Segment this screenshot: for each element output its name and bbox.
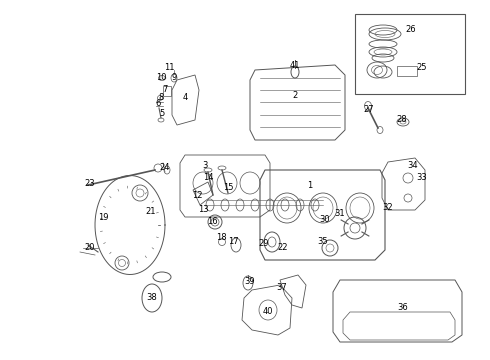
Text: 14: 14 [203,174,213,183]
Text: 34: 34 [408,161,418,170]
Text: 17: 17 [228,238,238,247]
Text: 27: 27 [364,105,374,114]
Text: 5: 5 [159,108,165,117]
Text: 24: 24 [160,163,170,172]
Text: 23: 23 [85,179,96,188]
Text: 16: 16 [207,217,217,226]
Text: 13: 13 [197,206,208,215]
Text: 2: 2 [293,90,297,99]
Text: 30: 30 [319,216,330,225]
Text: 20: 20 [85,243,95,252]
Bar [397,66,417,76]
Text: 38: 38 [147,293,157,302]
Text: 36: 36 [397,302,408,311]
Text: 19: 19 [98,213,108,222]
Text: 10: 10 [156,72,166,81]
Text: 21: 21 [146,207,156,216]
Text: 25: 25 [417,63,427,72]
Text: 4: 4 [182,93,188,102]
Text: 6: 6 [155,99,161,108]
Text: 1: 1 [307,180,313,189]
Text: 32: 32 [383,202,393,211]
Text: 8: 8 [158,93,164,102]
Text: 3: 3 [202,161,208,170]
Text: 29: 29 [259,238,269,248]
Bar [355,14,465,94]
Text: 37: 37 [277,284,287,292]
Text: 35: 35 [318,238,328,247]
Text: 15: 15 [223,184,233,193]
Text: 39: 39 [245,278,255,287]
Text: 33: 33 [416,174,427,183]
Text: 41: 41 [290,60,300,69]
Text: 31: 31 [335,208,345,217]
Text: 28: 28 [397,116,407,125]
Text: 40: 40 [263,307,273,316]
Text: 7: 7 [162,85,168,94]
Text: 22: 22 [278,243,288,252]
Text: 26: 26 [406,26,416,35]
Text: 11: 11 [164,63,174,72]
Text: 18: 18 [216,234,226,243]
Text: 12: 12 [192,190,202,199]
Text: 9: 9 [172,72,176,81]
